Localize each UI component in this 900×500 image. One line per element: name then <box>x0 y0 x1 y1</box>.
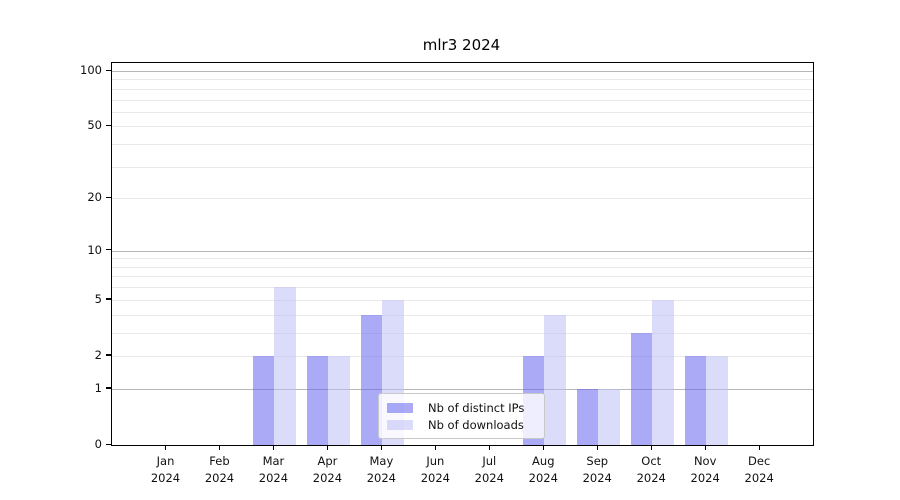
x-tick-label-jun: Jun 2024 <box>420 454 450 485</box>
x-tick-mark <box>650 445 652 451</box>
bar-nb-of-downloads-oct <box>652 299 674 445</box>
x-tick-mark <box>596 445 598 451</box>
x-tick-label-aug: Aug 2024 <box>528 454 558 485</box>
x-tick-label-jan: Jan 2024 <box>150 454 181 485</box>
x-tick-mark <box>542 445 544 451</box>
legend-row-distinct-ips: Nb of distinct IPs <box>387 400 536 417</box>
x-tick-mark <box>272 445 275 451</box>
x-tick-label-oct: Oct 2024 <box>636 454 666 485</box>
minor-gridline <box>112 198 813 200</box>
minor-gridline <box>112 99 813 101</box>
minor-gridline <box>112 314 813 316</box>
bar-nb-of-downloads-nov <box>706 355 728 445</box>
y-tick-label: 10 <box>87 242 102 257</box>
major-gridline <box>112 250 813 252</box>
bar-nb-of-distinct-ips-sep <box>576 388 599 445</box>
y-tick-label: 0 <box>94 437 102 451</box>
minor-gridline <box>112 266 813 268</box>
y-tick-mark <box>106 69 111 71</box>
minor-gridline <box>112 166 813 168</box>
x-tick-label-sep: Sep 2024 <box>582 454 612 485</box>
minor-gridline <box>112 287 813 289</box>
x-tick-label-may: May 2024 <box>366 454 397 485</box>
x-tick-label-apr: Apr 2024 <box>312 454 343 485</box>
x-tick-label-mar: Mar 2024 <box>258 454 289 485</box>
x-tick-mark <box>758 445 760 451</box>
x-tick-label-jul: Jul 2024 <box>474 454 504 485</box>
bar-nb-of-distinct-ips-nov <box>684 355 707 445</box>
major-gridline <box>112 71 813 72</box>
bar-nb-of-distinct-ips-may <box>360 314 383 445</box>
y-tick-mark <box>106 124 111 127</box>
minor-gridline <box>112 355 813 357</box>
x-tick-mark <box>164 445 167 451</box>
legend-swatch-1 <box>387 419 413 430</box>
y-tick-label: 1 <box>94 380 102 395</box>
y-tick-mark <box>106 196 111 199</box>
legend-label-0: Nb of distinct IPs <box>428 401 525 416</box>
minor-gridline <box>112 126 813 128</box>
y-tick-mark <box>106 298 111 300</box>
minor-gridline <box>112 79 813 81</box>
legend: Nb of distinct IPs Nb of downloads <box>378 393 545 439</box>
major-gridline <box>112 388 813 390</box>
x-tick-mark <box>434 445 436 451</box>
chart-title: mlr3 2024 <box>422 36 501 54</box>
y-tick-mark <box>106 354 111 356</box>
bar-nb-of-distinct-ips-mar <box>252 355 275 445</box>
y-tick-label: 5 <box>94 291 102 306</box>
minor-gridline <box>112 111 813 113</box>
y-tick-label: 2 <box>94 347 102 362</box>
bar-nb-of-downloads-aug <box>544 314 566 445</box>
minor-gridline <box>112 144 813 146</box>
bar-nb-of-distinct-ips-apr <box>306 355 329 445</box>
minor-gridline <box>112 258 813 260</box>
x-tick-mark <box>326 445 329 451</box>
y-tick-mark <box>106 443 111 445</box>
x-tick-mark <box>488 445 490 451</box>
y-tick-label: 20 <box>87 190 102 205</box>
x-tick-mark <box>218 445 221 451</box>
x-tick-label-feb: Feb 2024 <box>204 454 235 485</box>
minor-gridline <box>112 332 813 334</box>
bar-nb-of-downloads-mar <box>274 287 296 445</box>
bar-nb-of-distinct-ips-oct <box>630 332 653 445</box>
plot-area <box>111 62 814 446</box>
legend-swatch-0 <box>387 403 413 414</box>
bar-nb-of-downloads-sep <box>598 388 620 445</box>
legend-row-downloads: Nb of downloads <box>387 417 536 434</box>
minor-gridline <box>112 276 813 278</box>
y-tick-label: 50 <box>87 118 102 133</box>
y-tick-label: 100 <box>80 63 102 77</box>
minor-gridline <box>112 299 813 301</box>
x-tick-mark <box>380 445 383 451</box>
minor-gridline <box>112 88 813 90</box>
bar-nb-of-downloads-apr <box>328 355 350 445</box>
y-tick-mark <box>106 249 111 251</box>
legend-label-1: Nb of downloads <box>428 417 524 432</box>
x-tick-label-dec: Dec 2024 <box>744 454 774 485</box>
y-tick-mark <box>106 387 111 389</box>
x-tick-mark <box>704 445 706 451</box>
x-tick-label-nov: Nov 2024 <box>690 454 720 485</box>
